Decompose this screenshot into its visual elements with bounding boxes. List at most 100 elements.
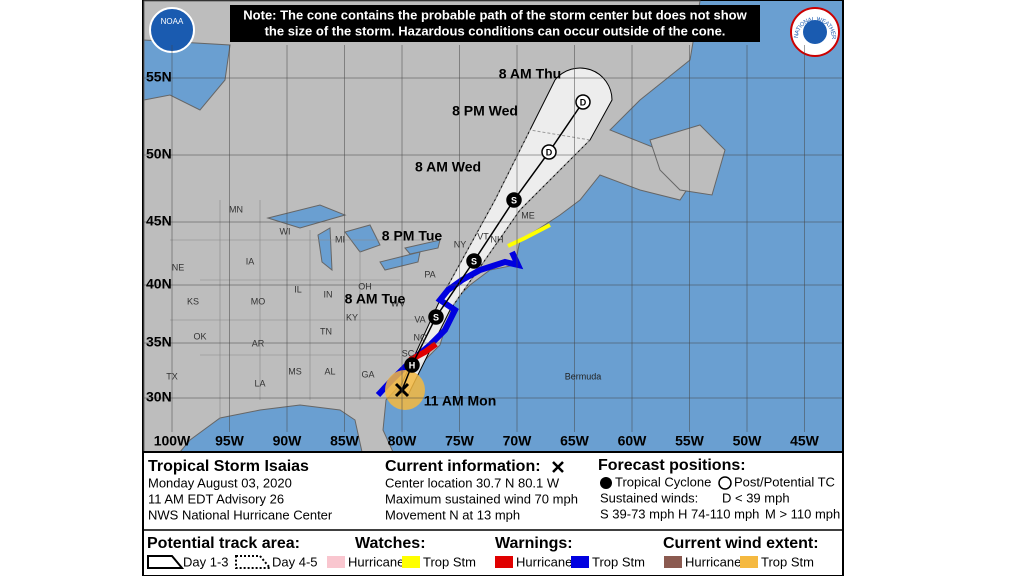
lon-label: 55W bbox=[675, 433, 705, 449]
winds-item: D < 39 mph bbox=[722, 490, 790, 505]
region-label: NE bbox=[172, 262, 185, 272]
forecast-symbol: S bbox=[471, 256, 477, 266]
nws-logo-center bbox=[803, 20, 827, 44]
info-advisory: 11 AM EDT Advisory 26 bbox=[148, 491, 284, 506]
noaa-logo-text: NOAA bbox=[161, 17, 184, 26]
lon-label: 85W bbox=[330, 433, 360, 449]
region-label: MI bbox=[335, 234, 345, 244]
region-label: TN bbox=[320, 326, 332, 336]
winds-item: H 74-110 mph bbox=[678, 506, 759, 521]
trop-storm-wind-extent bbox=[385, 370, 425, 410]
current-line: Maximum sustained wind 70 mph bbox=[385, 491, 578, 506]
info-center: NWS National Hurricane Center bbox=[148, 507, 333, 522]
forecast-time: 8 AM Wed bbox=[415, 159, 481, 175]
storm-name: Tropical Storm Isaias bbox=[148, 458, 309, 475]
forecast-time: 8 AM Thu bbox=[499, 66, 561, 82]
forecast-symbol: D bbox=[580, 97, 587, 107]
ptc-label: Post/Potential TC bbox=[734, 474, 835, 489]
wind-hurricane-swatch bbox=[664, 556, 682, 568]
lat-label: 55N bbox=[146, 69, 172, 85]
forecast-point bbox=[541, 144, 557, 160]
region-label: OH bbox=[358, 281, 372, 291]
region-label: AL bbox=[324, 366, 335, 376]
note-box bbox=[230, 5, 760, 42]
lat-label: 50N bbox=[146, 146, 172, 162]
wind-trop-label: Trop Stm bbox=[761, 554, 814, 569]
wind-title: Current wind extent: bbox=[663, 535, 819, 552]
info-date: Monday August 03, 2020 bbox=[148, 475, 292, 490]
region-label: IA bbox=[246, 256, 255, 266]
region-label: WV bbox=[391, 298, 406, 308]
region-label: GA bbox=[361, 369, 374, 379]
forecast-point bbox=[466, 253, 482, 269]
region-label: KS bbox=[187, 296, 199, 306]
warnings-title: Warnings: bbox=[495, 535, 573, 552]
region-label: NY bbox=[454, 239, 467, 249]
current-line: Movement N at 13 mph bbox=[385, 507, 520, 522]
trop-storm-watch bbox=[507, 223, 551, 248]
day13-label: Day 1-3 bbox=[183, 554, 229, 569]
forecast-point bbox=[506, 192, 522, 208]
lon-label: 100W bbox=[154, 433, 191, 449]
lat-label: 30N bbox=[146, 389, 172, 405]
forecast-time: 8 PM Wed bbox=[452, 103, 518, 119]
forecast-point bbox=[575, 94, 591, 110]
region-label: OK bbox=[193, 331, 206, 341]
day45-label: Day 4-5 bbox=[272, 554, 318, 569]
watches-title: Watches: bbox=[355, 535, 426, 552]
forecast-symbol: S bbox=[433, 312, 439, 322]
region-label: ME bbox=[521, 210, 535, 220]
forecast-time: 8 PM Tue bbox=[382, 228, 443, 244]
region-label: IL bbox=[294, 284, 302, 294]
wind-hurricane-label: Hurricane bbox=[685, 554, 741, 569]
warn-trop-swatch bbox=[571, 556, 589, 568]
forecast-title: Forecast positions: bbox=[598, 457, 746, 474]
region-label: AR bbox=[252, 338, 265, 348]
region-label: IN bbox=[324, 289, 333, 299]
lon-label: 90W bbox=[273, 433, 303, 449]
lat-label: 40N bbox=[146, 276, 172, 292]
lon-label: 75W bbox=[445, 433, 475, 449]
tc-symbol bbox=[600, 477, 612, 489]
hudson-bay bbox=[143, 39, 231, 111]
tc-label: Tropical Cyclone bbox=[615, 474, 711, 489]
region-label: KY bbox=[346, 312, 358, 322]
lon-label: 45W bbox=[790, 433, 820, 449]
forecast-point bbox=[428, 309, 444, 325]
current-time: 11 AM Mon bbox=[424, 393, 497, 409]
current-line: Center location 30.7 N 80.1 W bbox=[385, 475, 560, 490]
current-title: Current information: bbox=[385, 458, 541, 475]
region-label: PA bbox=[424, 269, 435, 279]
watch-hurricane-label: Hurricane bbox=[348, 554, 404, 569]
lon-label: 70W bbox=[503, 433, 533, 449]
lat-label: 45N bbox=[146, 213, 172, 229]
region-label: WI bbox=[280, 226, 291, 236]
lon-label: 50W bbox=[733, 433, 763, 449]
forecast-symbol: S bbox=[511, 195, 517, 205]
region-label: NH bbox=[491, 234, 504, 244]
forecast-symbol: D bbox=[546, 147, 553, 157]
forecast-point bbox=[404, 357, 420, 373]
watch-trop-swatch bbox=[402, 556, 420, 568]
winds-item: S 39-73 mph bbox=[600, 506, 674, 521]
track-title: Potential track area: bbox=[147, 535, 300, 552]
region-label: VA bbox=[414, 314, 425, 324]
ptc-symbol bbox=[718, 476, 732, 490]
lon-label: 60W bbox=[618, 433, 648, 449]
forecast-symbol: H bbox=[409, 360, 416, 370]
lon-label: 80W bbox=[388, 433, 418, 449]
warn-hurricane-label: Hurricane bbox=[516, 554, 572, 569]
day13-swatch bbox=[147, 555, 185, 569]
forecast-cone bbox=[397, 67, 613, 396]
winds-item: M > 110 mph bbox=[765, 506, 840, 521]
place-label: Bermuda bbox=[565, 371, 602, 381]
watch-hurricane-swatch bbox=[327, 556, 345, 568]
note-line: Note: The cone contains the probable pat… bbox=[243, 7, 747, 22]
region-label: VT bbox=[477, 231, 489, 241]
warn-trop-label: Trop Stm bbox=[592, 554, 645, 569]
region-label: TX bbox=[166, 371, 178, 381]
wind-trop-swatch bbox=[740, 556, 758, 568]
region-label: LA bbox=[254, 378, 265, 388]
region-label: MO bbox=[251, 296, 266, 306]
lat-label: 35N bbox=[146, 334, 172, 350]
